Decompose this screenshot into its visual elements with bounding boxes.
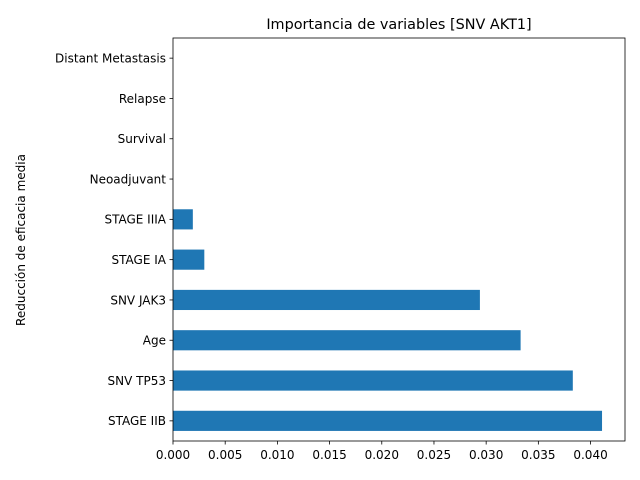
y-tick-label: STAGE IA — [112, 253, 167, 267]
y-tick-label: Age — [143, 334, 166, 348]
bar-snv-jak3 — [173, 289, 480, 311]
bar-stage-iib — [173, 410, 603, 431]
x-ticks-group: 0.000 0.005 0.010 0.015 0.020 0.025 0.030 0.035… — [156, 441, 608, 462]
bar-stage-iiia — [173, 209, 193, 230]
y-tick-label: Distant Metastasis — [55, 51, 166, 65]
plot-frame — [172, 37, 626, 442]
bars-group — [173, 209, 603, 431]
y-tick-label: SNV TP53 — [108, 374, 166, 388]
x-tick-label: 0.030 — [469, 448, 503, 462]
y-ticks-group: STAGE IIB SNV TP53 Age SNV JAK3 STAGE IA STAG… — [55, 51, 173, 428]
y-axis-label: Reducción de eficacia media — [14, 154, 28, 326]
bar-snv-tp53 — [173, 370, 573, 391]
y-tick-label: Neoadjuvant — [90, 172, 167, 186]
x-tick-label: 0.020 — [365, 448, 399, 462]
bar-age — [173, 330, 521, 351]
y-tick-label: STAGE IIIA — [104, 213, 166, 227]
y-tick-label: Survival — [118, 132, 166, 146]
y-tick-label: SNV JAK3 — [110, 293, 166, 307]
x-tick-label: 0.040 — [573, 448, 607, 462]
x-tick-label: 0.010 — [260, 448, 294, 462]
y-tick-label: STAGE IIB — [108, 414, 166, 428]
x-tick-label: 0.000 — [156, 448, 190, 462]
chart-title: Importancia de variables [SNV AKT1] — [266, 17, 531, 33]
bar-stage-ia — [173, 249, 205, 270]
x-tick-label: 0.005 — [208, 448, 242, 462]
y-tick-label: Relapse — [119, 92, 166, 106]
x-tick-label: 0.025 — [417, 448, 451, 462]
x-tick-label: 0.035 — [521, 448, 555, 462]
x-tick-label: 0.015 — [312, 448, 346, 462]
